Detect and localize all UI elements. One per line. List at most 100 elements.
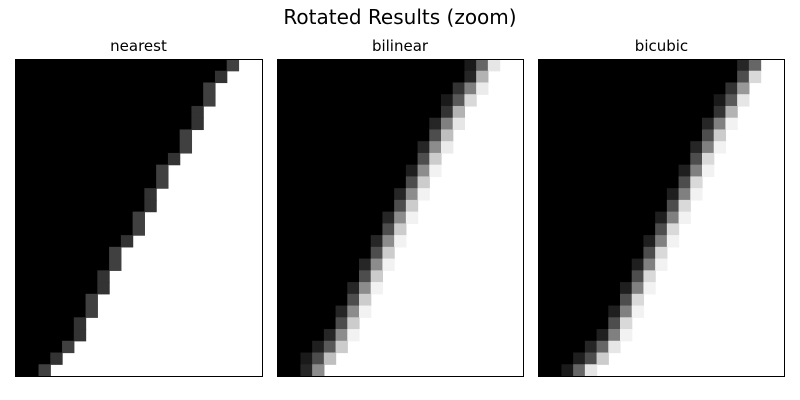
heatmap-cell [655,258,668,271]
heatmap-cell [179,129,193,142]
heatmap-cell [97,270,110,283]
heatmap-cell [156,176,169,189]
heatmap-cell [538,211,656,224]
heatmap-cell [464,70,477,84]
heatmap-cell [15,305,87,318]
heatmap-cell [713,141,727,154]
heatmap-cell [538,199,668,213]
heatmap-cell [452,82,466,95]
heatmap-cell [452,94,466,107]
heatmap-cell [725,117,738,131]
heatmap-cell [452,105,466,119]
heatmap-cell [15,211,134,224]
heatmap-cell [15,105,193,119]
heatmap-cell [429,117,442,131]
heatmap-cell [15,164,157,178]
heatmap-cell [690,141,703,154]
heatmap-cell [538,105,715,119]
heatmap-cell [277,199,395,213]
heatmap-cell [382,223,395,236]
heatmap-cell [476,70,489,84]
heatmap-cell [573,352,586,365]
heatmap-cell [666,223,680,236]
heatmap-cell [538,188,668,201]
heatmap-cell [441,105,454,119]
heatmap-cell [277,352,302,365]
heatmap-cell [620,305,633,318]
heatmap-cell [702,141,715,154]
heatmap-cell [15,152,169,166]
heatmap-cell [538,258,633,271]
heatmap-cell [678,199,691,213]
heatmap-cell [737,59,750,72]
heatmap-cell [538,270,633,283]
heatmap-cell [323,352,337,365]
heatmap-cell [312,340,325,354]
heatmap-cell [538,235,645,248]
heatmap-cell [15,188,145,201]
heatmap-cell [394,235,407,248]
heatmap-cell [15,293,87,307]
heatmap-cell [713,94,727,107]
heatmap-cell [737,82,750,95]
heatmap-cell [277,258,360,271]
heatmap-cell [85,305,98,318]
heatmap-cell [538,246,645,260]
heatmap-cell [596,340,609,354]
heatmap-cell [702,164,715,178]
heatmap-cell [464,82,477,95]
heatmap-cell [15,70,216,84]
heatmap-cell [347,293,360,307]
figure-title: Rotated Results (zoom) [283,5,516,29]
heatmap-cell [382,211,395,224]
heatmap-cell [429,152,442,166]
heatmap-cell [335,329,348,342]
heatmap-cell [277,129,430,142]
heatmap-cell [277,364,302,377]
heatmap-cell [643,246,656,260]
heatmap-cell [441,129,454,142]
heatmap-cell [713,105,727,119]
heatmap-cell [15,246,110,260]
heatmap-cell [277,105,442,119]
heatmap-cell [464,94,477,107]
heatmap-cell [15,282,98,295]
heatmap-cell [382,235,395,248]
heatmap-cell [476,82,489,95]
heatmap-cell [15,129,181,142]
heatmap-cell [335,340,348,354]
heatmap-cell [370,246,384,260]
heatmap-cell [538,317,609,330]
heatmap-cell [277,152,419,166]
heatmap-cell [538,82,727,95]
heatmap-cell [277,235,372,248]
heatmap-cell [73,329,87,342]
heatmap-cell [538,164,680,178]
panel-title-bicubic: bicubic [635,37,688,55]
heatmap-cell [631,293,645,307]
heatmap-cell [417,188,430,201]
heatmap-cell [725,94,738,107]
heatmap-cell [109,258,122,271]
heatmap-cell [359,293,372,307]
heatmap-cell [643,270,656,283]
heatmap-cell [666,211,680,224]
heatmap-cell [464,59,477,72]
heatmap-cell [277,164,407,178]
panel-frame-nearest [15,59,263,377]
heatmap-cell [323,340,337,354]
heatmap-cell [737,94,750,107]
heatmap-cell [277,270,360,283]
heatmap-cell [584,340,598,354]
heatmap-cell [405,211,419,224]
heatmap-cell [38,364,51,377]
heatmap-cell [737,70,750,84]
heatmap-cell [15,364,40,377]
heatmap-cell [62,340,75,354]
heatmap-cell [538,152,691,166]
heatmap-cell [15,94,204,107]
heatmap-cell [678,164,691,178]
heatmap-cell [538,117,703,131]
heatmap-cell [359,282,372,295]
heatmap-cell [620,317,633,330]
